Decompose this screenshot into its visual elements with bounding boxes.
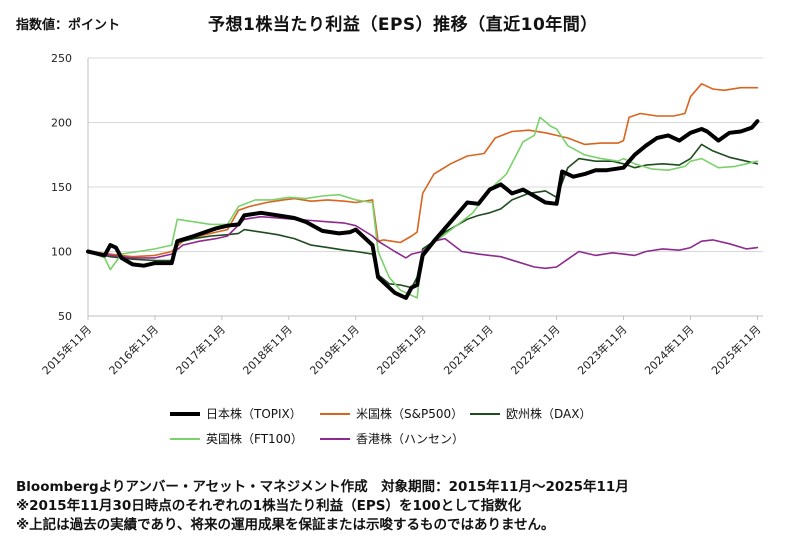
y-tick-label-50: 50 [58,310,72,323]
legend-item-hangseng: 香港株（ハンセン） [320,430,464,447]
series-line-sp500 [87,83,759,258]
series-lines [86,83,760,300]
legend-swatch-hangseng [320,437,350,440]
y-axis-unit-label: 指数値：ポイント [16,18,121,33]
y-tick-label-200: 200 [51,117,72,130]
chart-title: 予想1株当たり利益（EPS）推移（直近10年間） [208,15,598,35]
series-line-ft100 [87,116,759,299]
legend-swatch-ft100 [170,437,200,440]
x-tick-label-2024: 2024年11月 [641,322,696,377]
x-tick-label-2019: 2019年11月 [307,322,362,377]
disclaimer-note: ※上記は過去の実績であり、将来の運用成果を保証または示唆するものではありません。 [16,517,555,533]
legend-swatch-dax [470,412,500,415]
y-axis-tick-labels: 50 100 150 200 250 [51,52,72,323]
index-note: ※2015年11月30日時点のそれぞれの1株当たり利益（EPS）を100として指… [16,498,522,514]
legend-label-ft100: 英国株（FT100） [206,432,303,446]
x-tick-label-2020: 2020年11月 [374,322,429,377]
y-tick-label-150: 150 [51,181,72,194]
legend-swatch-topix [170,411,200,416]
legend-item-ft100: 英国株（FT100） [170,430,303,447]
series-line-hangseng [87,215,759,270]
legend-swatch-sp500 [320,412,350,415]
x-tick-label-2016: 2016年11月 [106,322,161,377]
legend-label-hangseng: 香港株（ハンセン） [356,432,465,446]
source-note: Bloombergよりアンバー・アセット・マネジメント作成 対象期間：2015年… [16,479,629,495]
series-line-topix [86,119,760,300]
x-tick-label-2021: 2021年11月 [441,322,496,377]
y-tick-label-100: 100 [51,246,72,259]
legend-label-topix: 日本株（TOPIX） [206,407,302,421]
x-axis-tick-labels: 2015年11月 2016年11月 2017年11月 2018年11月 2019年11月… [39,316,764,377]
plot-frame [87,58,763,317]
legend-item-sp500: 米国株（S&P500） [320,405,463,422]
x-tick-label-2023: 2023年11月 [575,322,630,377]
x-tick-label-2025: 2025年11月 [708,322,763,377]
footnotes: Bloombergよりアンバー・アセット・マネジメント作成 対象期間：2015年… [16,478,629,535]
x-tick-label-2018: 2018年11月 [240,322,295,377]
y-tick-label-250: 250 [51,52,72,65]
x-tick-label-2017: 2017年11月 [173,322,228,377]
legend-item-dax: 欧州株（DAX） [470,405,591,422]
x-tick-label-2022: 2022年11月 [508,322,563,377]
legend-item-topix: 日本株（TOPIX） [170,405,302,422]
legend-label-sp500: 米国株（S&P500） [356,407,464,421]
x-tick-label-2015: 2015年11月 [39,322,94,377]
legend-label-dax: 欧州株（DAX） [506,407,592,421]
